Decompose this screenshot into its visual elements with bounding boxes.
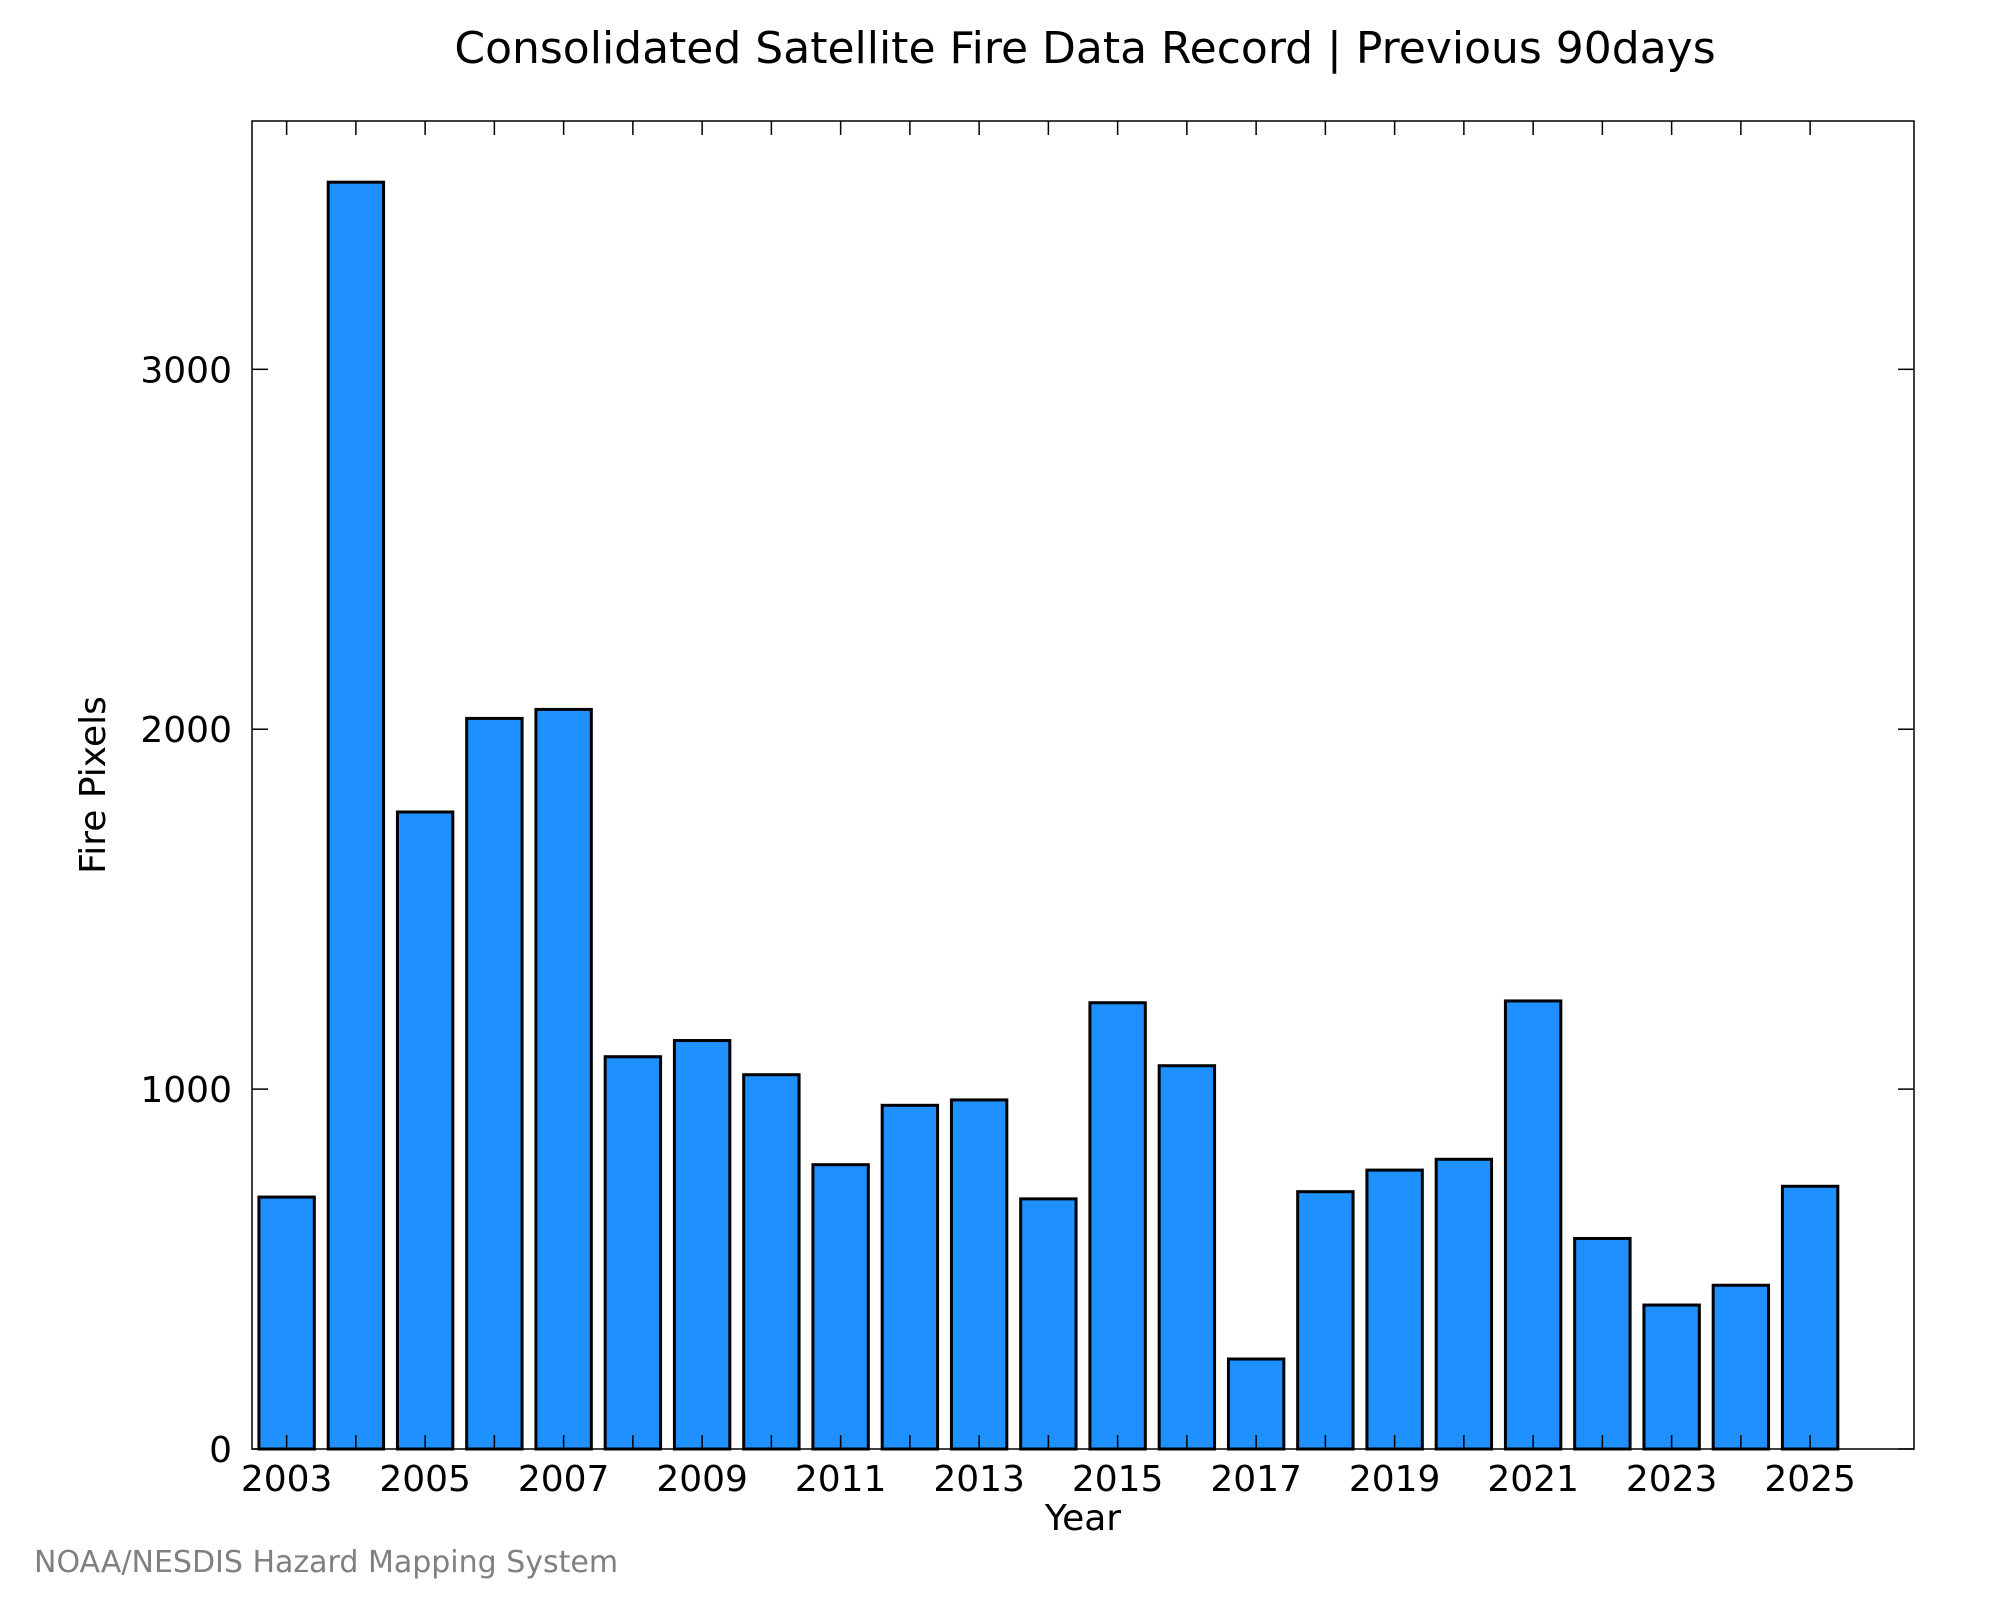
bar-2019 (1365, 1168, 1424, 1451)
bar-2006 (465, 716, 524, 1451)
bar-2009 (672, 1039, 732, 1451)
y-tick-label-3000: 3000 (140, 350, 232, 391)
bar-2013 (949, 1098, 1009, 1451)
bar-2023 (1642, 1303, 1701, 1451)
bar-2003 (257, 1195, 316, 1451)
bar-2021 (1503, 999, 1563, 1451)
bar-2018 (1296, 1190, 1355, 1451)
x-tick-label-2007: 2007 (518, 1459, 610, 1500)
bar-2014 (1019, 1197, 1078, 1451)
y-tick-label-0: 0 (209, 1430, 232, 1471)
bar-2025 (1780, 1184, 1840, 1451)
x-tick-label-2025: 2025 (1764, 1459, 1856, 1500)
bar-2015 (1088, 1001, 1147, 1451)
x-tick-label-2019: 2019 (1349, 1459, 1441, 1500)
x-tick-label-2013: 2013 (933, 1459, 1025, 1500)
bar-2022 (1573, 1236, 1632, 1451)
x-tick-label-2009: 2009 (656, 1459, 748, 1500)
x-tick-label-2017: 2017 (1210, 1459, 1302, 1500)
x-tick-label-2003: 2003 (241, 1459, 333, 1500)
x-tick-label-2023: 2023 (1626, 1459, 1718, 1500)
x-axis-label: Year (1044, 1498, 1121, 1539)
y-tick-label-1000: 1000 (140, 1070, 232, 1111)
bar-2005 (395, 810, 455, 1451)
bar-2011 (811, 1163, 870, 1451)
bar-2007 (534, 707, 593, 1451)
y-axis-label: Fire Pixels (73, 696, 114, 874)
bar-2004 (326, 180, 386, 1451)
bar-2010 (742, 1073, 801, 1451)
plot-frame (251, 120, 1915, 1450)
tick-label-group: 2003 2005 2007 2009 2011 2013 2015 2017 2019 2021… (140, 350, 1856, 1500)
chart-title: Consolidated Satellite Fire Data Record … (454, 23, 1715, 74)
tick-group (252, 121, 1914, 1450)
bar-2024 (1711, 1283, 1771, 1451)
x-tick-label-2021: 2021 (1487, 1459, 1579, 1500)
x-tick-label-2011: 2011 (795, 1459, 887, 1500)
y-tick-label-2000: 2000 (140, 710, 232, 751)
x-tick-label-2015: 2015 (1072, 1459, 1164, 1500)
bar-2020 (1434, 1157, 1494, 1451)
bar-2008 (603, 1055, 663, 1451)
credit-text: NOAA/NESDIS Hazard Mapping System (34, 1545, 618, 1580)
bar-2012 (880, 1103, 940, 1451)
bar-group (257, 180, 1840, 1451)
bar-2016 (1157, 1064, 1217, 1451)
x-tick-label-2005: 2005 (379, 1459, 471, 1500)
